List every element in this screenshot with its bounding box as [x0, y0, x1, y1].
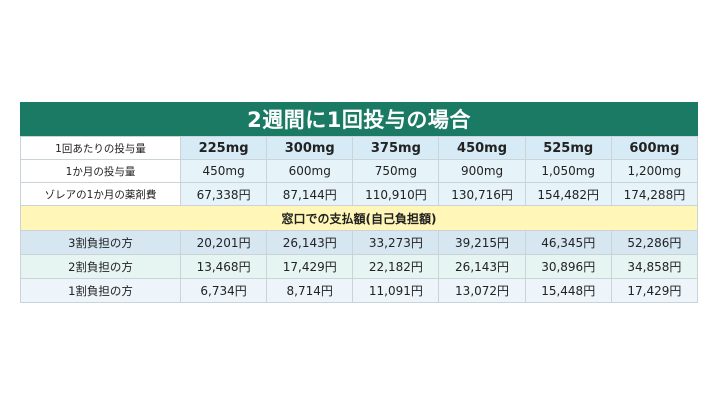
- table-cell: 154,482円: [524, 182, 612, 206]
- table-cell: 22,182円: [352, 254, 440, 279]
- dose-cell: 525mg: [524, 136, 612, 160]
- table-cell: 20,201円: [179, 230, 268, 255]
- table-cell: 750mg: [352, 159, 440, 183]
- dose-cell: 300mg: [266, 136, 354, 160]
- table-cell: 30,896円: [524, 254, 612, 279]
- table-cell: 110,910円: [352, 182, 440, 206]
- table-cell: 34,858円: [610, 254, 699, 279]
- table-cell: 39,215円: [438, 230, 526, 255]
- drug-cost-row: ゾレアの1か月の薬剤費 67,338円 87,144円 110,910円 130…: [20, 182, 699, 206]
- table-cell: 26,143円: [438, 254, 526, 279]
- table-cell: 67,338円: [179, 182, 268, 206]
- table-cell: 174,288円: [610, 182, 699, 206]
- table-cell: 900mg: [438, 159, 526, 183]
- table-cell: 450mg: [179, 159, 268, 183]
- table-cell: 1,050mg: [524, 159, 612, 183]
- dosage-cost-table: 2週間に1回投与の場合 1回あたりの投与量 225mg 300mg 375mg …: [20, 102, 699, 303]
- copay-row-10: 1割負担の方 6,734円 8,714円 11,091円 13,072円 15,…: [20, 278, 699, 303]
- dose-cell: 450mg: [438, 136, 526, 160]
- row-label: 1か月の投与量: [20, 159, 181, 183]
- table-cell: 1,200mg: [610, 159, 699, 183]
- copay-row-30: 3割負担の方 20,201円 26,143円 33,273円 39,215円 4…: [20, 230, 699, 255]
- copay-banner-row: 窓口での支払額(自己負担額): [20, 205, 698, 231]
- table-cell: 17,429円: [266, 254, 354, 279]
- table-cell: 13,468円: [179, 254, 268, 279]
- dose-cell: 600mg: [610, 136, 699, 160]
- dose-cell: 225mg: [179, 136, 268, 160]
- row-label: 1割負担の方: [20, 278, 181, 303]
- table-cell: 15,448円: [524, 278, 612, 303]
- table-cell: 87,144円: [266, 182, 354, 206]
- table-cell: 8,714円: [266, 278, 354, 303]
- table-cell: 26,143円: [266, 230, 354, 255]
- monthly-dose-row: 1か月の投与量 450mg 600mg 750mg 900mg 1,050mg …: [20, 159, 699, 183]
- table-cell: 13,072円: [438, 278, 526, 303]
- row-label: 2割負担の方: [20, 254, 181, 279]
- dose-row: 1回あたりの投与量 225mg 300mg 375mg 450mg 525mg …: [20, 136, 699, 160]
- dose-cell: 375mg: [352, 136, 440, 160]
- table-cell: 46,345円: [524, 230, 612, 255]
- cost-table: 1回あたりの投与量 225mg 300mg 375mg 450mg 525mg …: [20, 136, 699, 303]
- copay-banner: 窓口での支払額(自己負担額): [20, 205, 698, 231]
- table-cell: 17,429円: [610, 278, 699, 303]
- row-label: ゾレアの1か月の薬剤費: [20, 182, 181, 206]
- table-cell: 11,091円: [352, 278, 440, 303]
- table-title: 2週間に1回投与の場合: [20, 102, 698, 136]
- table-cell: 52,286円: [610, 230, 699, 255]
- copay-row-20: 2割負担の方 13,468円 17,429円 22,182円 26,143円 3…: [20, 254, 699, 279]
- row-label: 1回あたりの投与量: [20, 136, 181, 160]
- table-cell: 600mg: [266, 159, 354, 183]
- row-label: 3割負担の方: [20, 230, 181, 255]
- table-cell: 130,716円: [438, 182, 526, 206]
- table-cell: 6,734円: [179, 278, 268, 303]
- table-cell: 33,273円: [352, 230, 440, 255]
